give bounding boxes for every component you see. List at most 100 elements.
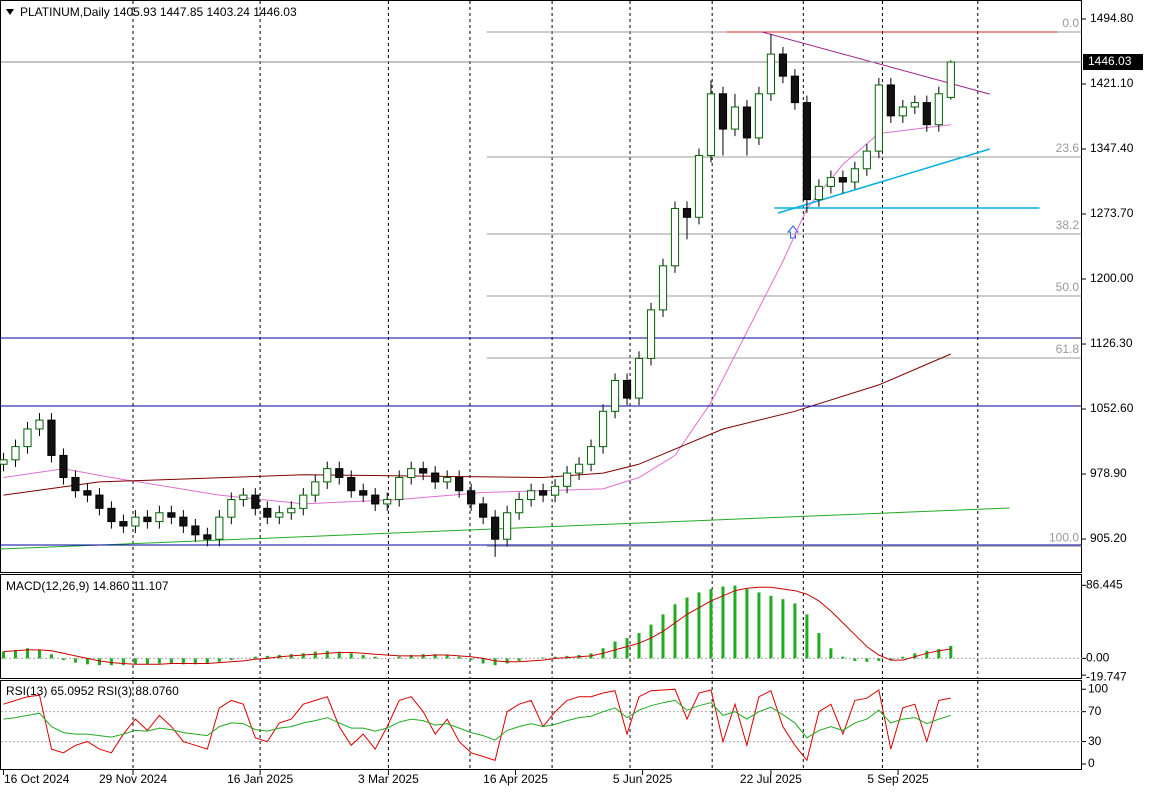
candle-body bbox=[610, 379, 620, 412]
macd-bar bbox=[517, 658, 521, 661]
macd-bar bbox=[853, 658, 857, 661]
candle-body bbox=[874, 84, 883, 152]
macd-bar bbox=[409, 655, 413, 659]
candle-body bbox=[275, 512, 284, 518]
macd-bar bbox=[445, 655, 449, 659]
candle-body bbox=[598, 410, 608, 448]
x-tick-label: 22 Jul 2025 bbox=[740, 772, 802, 786]
candle-body bbox=[71, 476, 80, 492]
macd-bar bbox=[193, 658, 197, 665]
macd-bar bbox=[829, 648, 833, 659]
candle-body bbox=[562, 472, 572, 487]
candle-body bbox=[203, 534, 212, 540]
candle-body bbox=[11, 446, 20, 461]
y-tick-label: 1347.40 bbox=[1090, 141, 1134, 155]
candle-body bbox=[359, 490, 368, 496]
macd-bar bbox=[949, 645, 953, 659]
candle-body bbox=[419, 468, 428, 474]
macd-bar bbox=[325, 650, 329, 659]
macd-bar bbox=[553, 656, 557, 659]
candle-body bbox=[119, 521, 128, 527]
macd-bar bbox=[73, 658, 77, 663]
macd-bar bbox=[157, 658, 161, 664]
x-tick-label: 16 Oct 2024 bbox=[4, 772, 70, 786]
candle-body bbox=[431, 472, 440, 483]
macd-bar bbox=[1, 651, 5, 659]
candle-body bbox=[323, 468, 332, 483]
candle-body bbox=[730, 106, 740, 130]
macd-bar bbox=[181, 658, 185, 665]
candle-body bbox=[383, 499, 392, 505]
fibo-label: 23.6 bbox=[1056, 141, 1080, 155]
candle-body bbox=[754, 93, 764, 139]
macd-bar bbox=[337, 651, 341, 659]
rsi-panel bbox=[0, 680, 1082, 770]
candle-body bbox=[215, 516, 224, 540]
macd-bar bbox=[901, 656, 905, 659]
macd-bar bbox=[541, 657, 545, 659]
macd-bar bbox=[109, 658, 113, 666]
y-tick-label: 1494.80 bbox=[1090, 11, 1134, 25]
macd-title: MACD(12,26,9) 14.860 11.107 bbox=[6, 579, 169, 593]
candle-body bbox=[491, 516, 500, 540]
candle-body bbox=[550, 485, 560, 496]
macd-bar bbox=[373, 656, 377, 659]
line bbox=[3, 124, 951, 505]
macd-bar bbox=[841, 656, 845, 659]
macd-bar bbox=[145, 658, 149, 665]
candle-body bbox=[802, 102, 812, 201]
macd-bar bbox=[913, 653, 917, 659]
candle-body bbox=[167, 512, 176, 518]
macd-bar bbox=[709, 589, 713, 659]
macd-bar bbox=[265, 655, 269, 659]
x-tick-label: 16 Jan 2025 bbox=[227, 772, 293, 786]
candle-body bbox=[35, 419, 44, 430]
macd-bar bbox=[121, 658, 125, 666]
candle-body bbox=[299, 494, 308, 509]
candle-body bbox=[826, 177, 835, 187]
candle-body bbox=[922, 102, 931, 126]
fibo-label: 0.0 bbox=[1062, 16, 1079, 30]
candle-body bbox=[718, 93, 728, 130]
candle-body bbox=[467, 490, 476, 505]
macd-bar bbox=[733, 585, 737, 659]
candle-body bbox=[287, 507, 296, 514]
macd-bar bbox=[217, 658, 221, 662]
x-tick-label: 3 Mar 2025 bbox=[358, 772, 419, 786]
macd-bar bbox=[745, 589, 749, 659]
menu-icon[interactable] bbox=[6, 9, 14, 15]
y-tick-label: 1200.00 bbox=[1090, 271, 1134, 285]
macd-bar bbox=[661, 614, 665, 659]
candle-body bbox=[886, 84, 895, 117]
candle-body bbox=[910, 102, 919, 108]
candle-body bbox=[23, 428, 32, 448]
y-tick-label: 86.445 bbox=[1086, 577, 1123, 591]
candle-body bbox=[634, 357, 644, 399]
candle-body bbox=[395, 476, 404, 501]
macd-bar bbox=[25, 648, 29, 659]
candle-body bbox=[371, 494, 380, 505]
y-tick-label: 978.90 bbox=[1090, 466, 1127, 480]
fibo-label: 61.8 bbox=[1056, 342, 1080, 356]
fibo-label: 50.0 bbox=[1056, 280, 1080, 294]
macd-bar bbox=[925, 650, 929, 659]
macd-bar bbox=[61, 658, 65, 661]
candle-body bbox=[766, 53, 776, 95]
candle-body bbox=[107, 507, 116, 523]
candle-body bbox=[934, 93, 943, 126]
candle-body bbox=[682, 207, 692, 218]
candle-body bbox=[455, 476, 464, 492]
macd-bar bbox=[313, 651, 317, 659]
candle-body bbox=[898, 106, 907, 117]
candle-body bbox=[251, 494, 260, 509]
macd-bar bbox=[97, 658, 101, 666]
rsi-title: RSI(13) 65.0952 RSI(3) 88.0760 bbox=[6, 684, 179, 698]
macd-bar bbox=[769, 595, 773, 659]
candle-body bbox=[191, 525, 200, 536]
macd-bar bbox=[37, 649, 41, 659]
macd-bar bbox=[301, 653, 305, 659]
y-tick-label: -19.747 bbox=[1086, 669, 1127, 683]
candle-body bbox=[407, 468, 416, 478]
